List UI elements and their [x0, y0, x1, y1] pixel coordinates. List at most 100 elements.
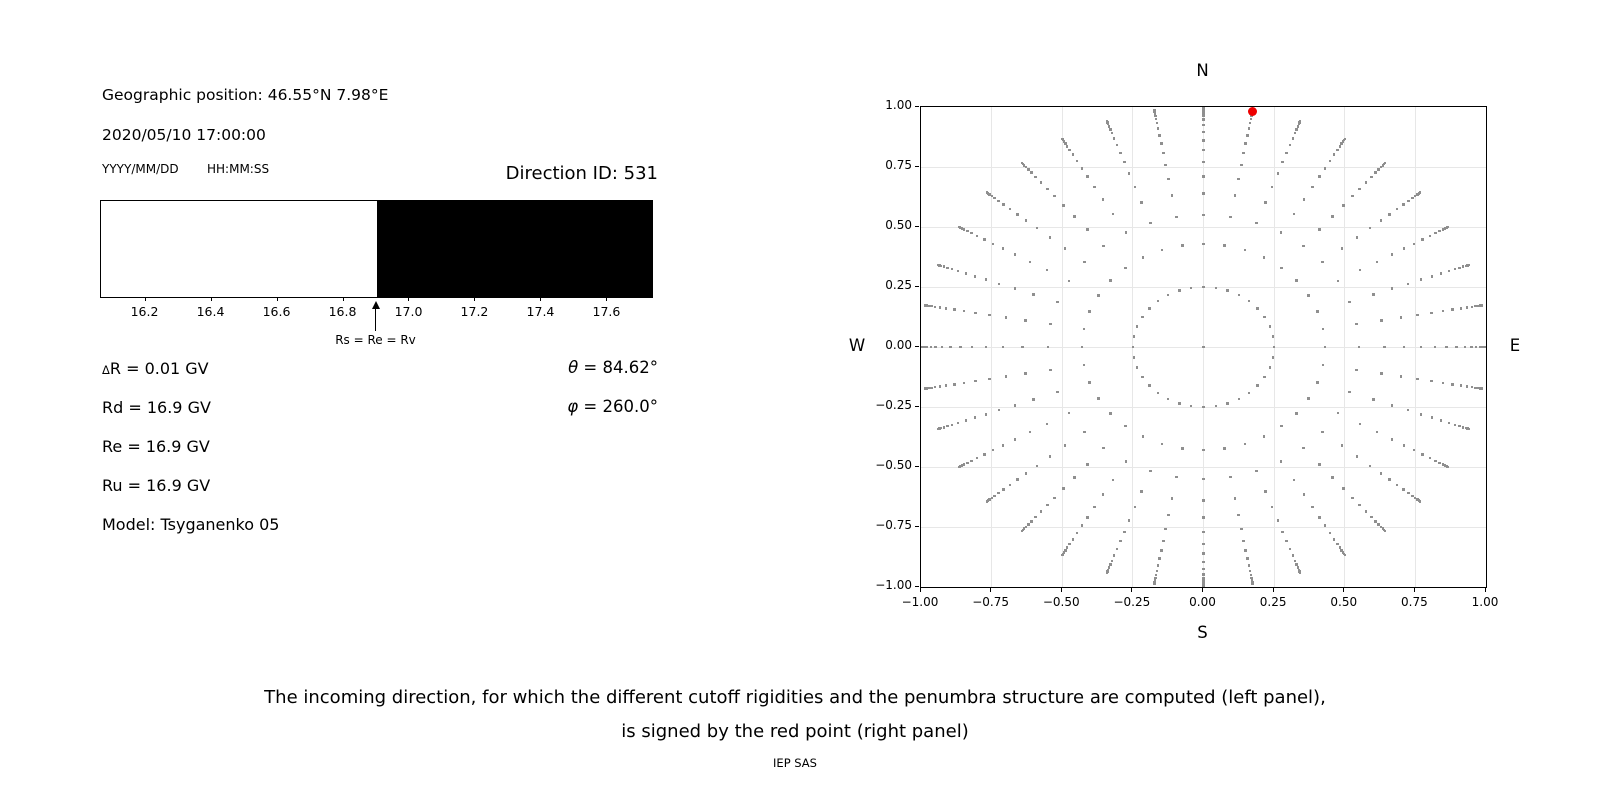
- scatter-dot: [1377, 168, 1380, 171]
- scatter-dot: [997, 199, 1000, 202]
- scatter-dot: [1024, 319, 1027, 322]
- scatter-dot: [1318, 228, 1321, 231]
- scatter-dot: [1288, 547, 1292, 551]
- scatter-dot: [1202, 139, 1205, 142]
- scatter-dot: [1421, 453, 1424, 456]
- scatter-dot: [988, 313, 991, 317]
- scatter-dot: [1434, 459, 1437, 462]
- red-point: [1247, 107, 1257, 116]
- x-tick-label: −0.50: [1042, 595, 1080, 609]
- scatter-dot: [1013, 438, 1017, 441]
- scatter-dot: [1016, 213, 1019, 216]
- scatter-dot: [1477, 386, 1480, 390]
- scatter-dot: [921, 345, 924, 349]
- scatter-dot: [1202, 499, 1205, 502]
- scatter-dot: [988, 377, 991, 381]
- scatter-dot: [988, 193, 991, 196]
- scatter-dot: [1071, 538, 1075, 541]
- scatter-dot: [1202, 111, 1205, 114]
- scatter-dot: [1443, 227, 1447, 230]
- scatter-dot: [985, 500, 989, 503]
- scatter-dot: [1443, 464, 1447, 467]
- scatter-dot: [1124, 266, 1127, 270]
- scatter-dot: [1295, 128, 1298, 131]
- scatter-dot: [1338, 145, 1342, 148]
- scatter-dot: [1024, 165, 1028, 169]
- scatter-dot: [1149, 221, 1152, 225]
- scatter-dot: [991, 448, 995, 452]
- scatter-dot: [1034, 175, 1037, 179]
- scatter-dot: [1167, 513, 1170, 517]
- scatter-dot: [1343, 137, 1346, 141]
- y-tick-mark: [915, 285, 919, 287]
- scatter-dot: [1073, 476, 1076, 479]
- x-tick-mark: [540, 297, 542, 301]
- scatter-dot: [1202, 242, 1205, 246]
- scatter-dot: [1112, 137, 1116, 140]
- scatter-dot: [1175, 215, 1178, 219]
- scatter-dot: [1127, 172, 1131, 175]
- scatter-dot: [1109, 412, 1112, 415]
- scatter-dot: [1402, 345, 1406, 349]
- scatter-dot: [936, 263, 940, 267]
- scatter-dot: [1154, 117, 1158, 121]
- scatter-dot: [1064, 549, 1067, 552]
- scatter-dot: [1068, 542, 1071, 546]
- scatter-dot: [1123, 160, 1126, 164]
- caption-line-1: The incoming direction, for which the di…: [264, 687, 1326, 708]
- scatter-dot: [1388, 213, 1391, 216]
- scatter-dot: [991, 242, 995, 246]
- scatter-dot: [964, 272, 968, 275]
- scatter-dot: [1285, 539, 1288, 543]
- scatter-dot: [1458, 424, 1461, 428]
- scatter-dot: [1166, 397, 1170, 401]
- scatter-dot: [966, 229, 969, 233]
- scatter-dot: [1474, 345, 1478, 349]
- scatter-dot: [1413, 496, 1417, 500]
- scatter-dot: [1202, 542, 1205, 546]
- scatter-dot: [1481, 345, 1484, 349]
- scatter-dot: [1013, 404, 1017, 407]
- scatter-dot: [1364, 510, 1368, 513]
- x-tick-mark: [1343, 588, 1345, 592]
- re-value: Re = 16.9 GV: [102, 437, 210, 456]
- scatter-dot: [1062, 140, 1066, 143]
- scatter-dot: [1357, 345, 1361, 349]
- scatter-dot: [1141, 435, 1144, 438]
- scatter-dot: [1153, 582, 1156, 585]
- scatter-dot: [1340, 549, 1343, 552]
- scatter-dot: [1071, 153, 1075, 156]
- scatter-dot: [1123, 530, 1126, 534]
- scatter-dot: [1028, 260, 1032, 264]
- scatter-dot: [1153, 109, 1156, 112]
- scatter-dot: [1341, 140, 1345, 143]
- scatter-dot: [1110, 131, 1114, 135]
- scatter-dot: [1341, 551, 1345, 554]
- scatter-dot: [1158, 557, 1161, 560]
- y-tick-label: 1.00: [885, 98, 912, 112]
- scatter-dot: [1189, 286, 1193, 290]
- scatter-dot: [1464, 426, 1468, 430]
- scatter-dot: [1374, 171, 1377, 174]
- scatter-dot: [1332, 538, 1336, 541]
- scatter-dot: [1124, 424, 1127, 428]
- scatter-dot: [1307, 397, 1310, 400]
- scatter-dot: [1474, 386, 1477, 389]
- x-tick-mark: [919, 588, 921, 592]
- scatter-dot: [1135, 366, 1139, 369]
- x-tick-mark: [474, 297, 476, 301]
- scatter-dot: [1062, 204, 1065, 207]
- y-tick-mark: [915, 105, 919, 107]
- scatter-dot: [923, 345, 926, 349]
- scatter-dot: [1156, 299, 1160, 303]
- x-tick-label: 17.6: [592, 304, 621, 319]
- scatter-dot: [1483, 345, 1486, 349]
- scatter-dot: [1364, 181, 1368, 184]
- scatter-dot: [1132, 356, 1136, 359]
- scatter-dot: [1075, 159, 1079, 163]
- scatter-dot: [1464, 264, 1468, 268]
- scatter-dot: [1202, 123, 1205, 127]
- scatter-dot: [1119, 539, 1122, 543]
- x-tick-label: −0.75: [972, 595, 1010, 609]
- scatter-dot: [1032, 293, 1035, 296]
